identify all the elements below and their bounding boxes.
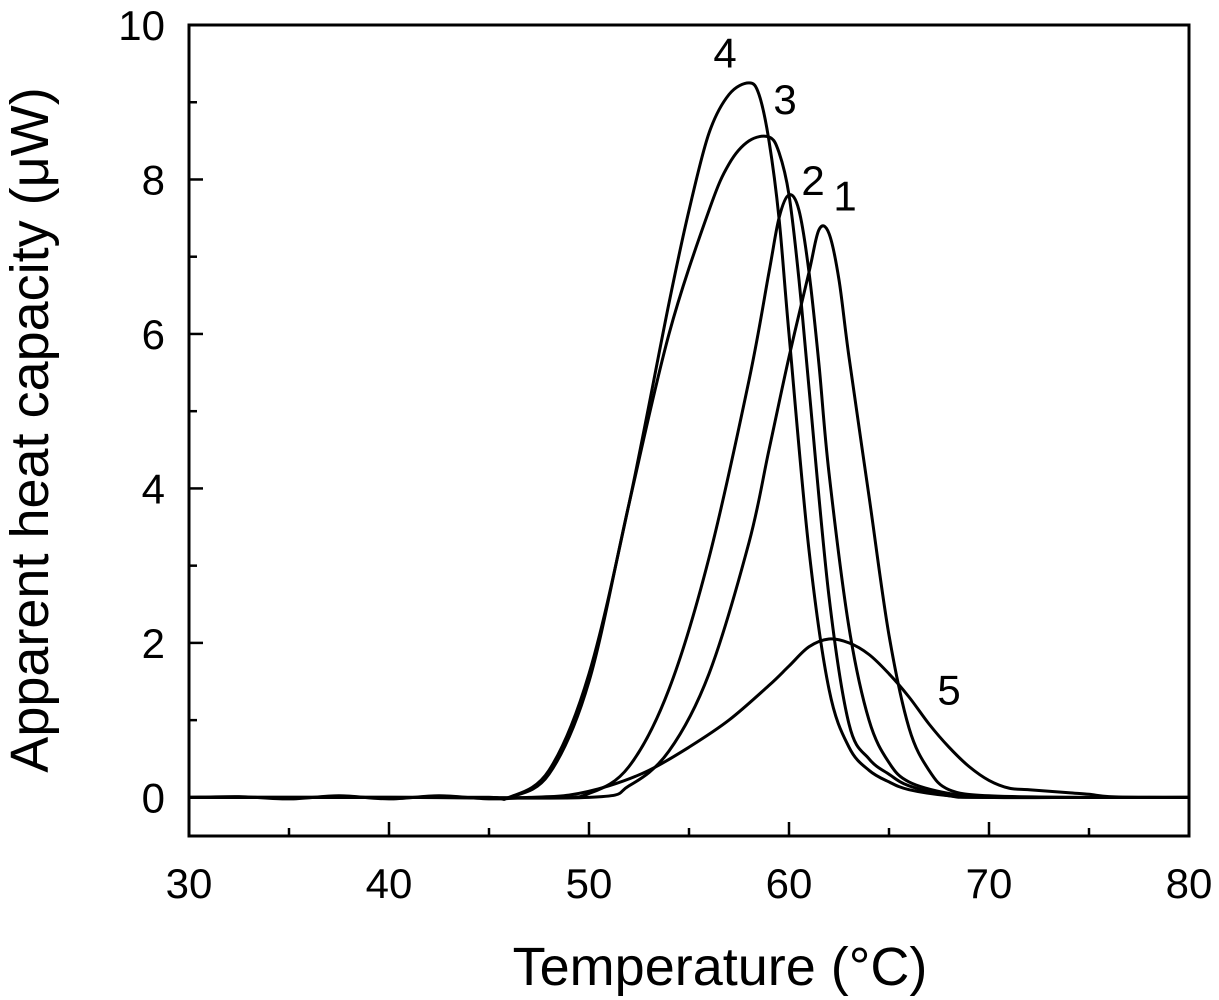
x-axis-title: Temperature (°C) <box>513 937 928 997</box>
x-tick-label: 40 <box>366 860 413 907</box>
x-tick-label: 50 <box>566 860 613 907</box>
curve-label-3: 3 <box>773 76 796 123</box>
y-tick-label: 8 <box>142 156 165 203</box>
curve-label-4: 4 <box>713 29 736 76</box>
series-line-4 <box>187 81 1191 801</box>
series-line-3 <box>187 134 1191 801</box>
curve-label-2: 2 <box>801 157 824 204</box>
y-tick-label: 6 <box>142 311 165 358</box>
y-tick-label: 4 <box>142 465 165 512</box>
y-tick-label: 10 <box>118 2 165 49</box>
y-tick-label: 2 <box>142 620 165 667</box>
y-tick-labels: 0 2 4 6 8 10 <box>118 2 165 821</box>
x-tick-label: 60 <box>766 860 813 907</box>
curve-label-5: 5 <box>937 667 960 714</box>
series-line-5 <box>187 637 1191 801</box>
series-line-2 <box>187 193 1191 800</box>
curve-label-1: 1 <box>833 172 856 219</box>
x-tick-label: 30 <box>166 860 213 907</box>
x-tick-labels: 30 40 50 60 70 80 <box>166 860 1213 907</box>
y-tick-label: 0 <box>142 774 165 821</box>
x-tick-label: 70 <box>966 860 1013 907</box>
x-tick-label: 80 <box>1166 860 1213 907</box>
plot-frame <box>187 23 1191 838</box>
series-line-1 <box>187 224 1191 800</box>
axis-ticks <box>187 23 1191 836</box>
y-axis-title: Apparent heat capacity (μW) <box>0 87 60 772</box>
series-group <box>187 81 1191 801</box>
